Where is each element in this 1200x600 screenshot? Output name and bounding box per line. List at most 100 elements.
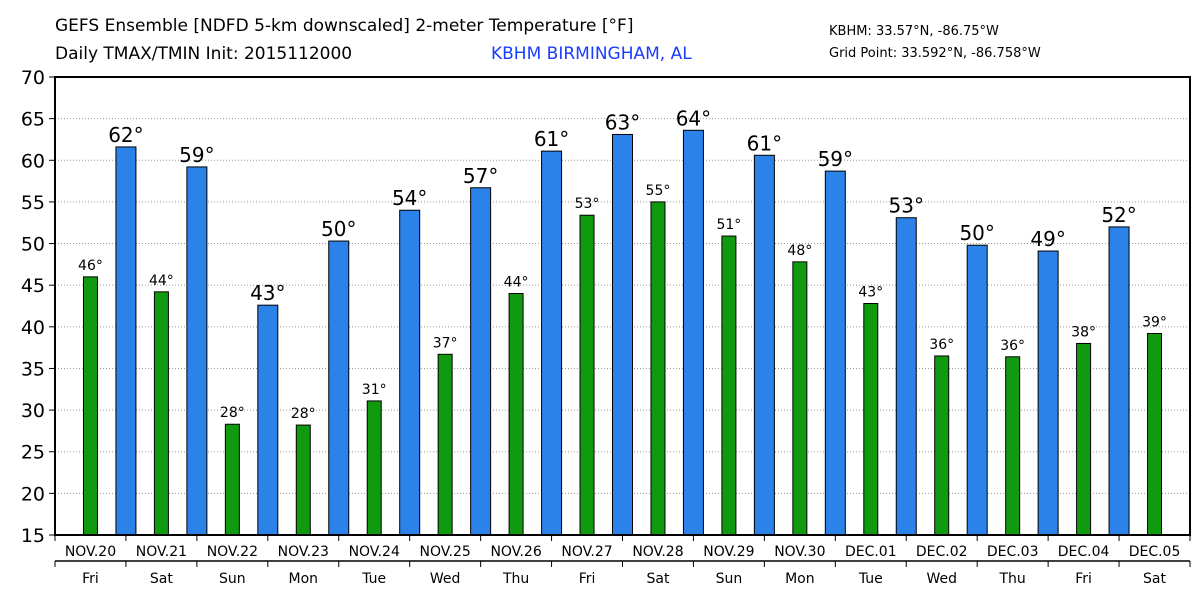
weekday-label: Fri [82, 571, 99, 587]
tmin-label: 31° [362, 382, 387, 398]
date-label: DEC.02 [916, 544, 968, 560]
tmax-bar [115, 146, 137, 536]
chart-subtitle: Daily TMAX/TMIN Init: 2015112000 [55, 44, 353, 64]
date-label: NOV.29 [703, 544, 754, 560]
tmin-bar [721, 235, 737, 536]
tmax-label: 49° [1030, 227, 1065, 251]
tmin-label: 39° [1142, 314, 1167, 330]
tmin-bar [1005, 356, 1021, 536]
tmin-label: 28° [220, 405, 245, 421]
tmin-label: 38° [1071, 324, 1096, 340]
tmax-label: 50° [321, 217, 356, 241]
tmax-label: 61° [534, 127, 569, 151]
y-tick-label: 45 [21, 275, 45, 297]
tmin-label: 48° [787, 243, 812, 259]
tmin-label: 37° [433, 335, 458, 351]
weekday-label: Tue [361, 571, 386, 587]
tmin-label: 28° [291, 406, 316, 422]
tmin-bar [295, 424, 311, 536]
tmax-bar [753, 154, 775, 536]
tmin-bar [1147, 332, 1163, 536]
weekday-label: Sat [646, 571, 669, 587]
tmin-bar [1076, 342, 1092, 536]
tmin-bar [934, 355, 950, 536]
weekday-label: Sun [716, 571, 743, 587]
chart-title: GEFS Ensemble [NDFD 5-km downscaled] 2-m… [55, 16, 634, 36]
weekday-label: Sat [150, 571, 173, 587]
tmax-label: 63° [605, 110, 640, 134]
tmin-bar [508, 293, 524, 536]
tmax-label: 59° [179, 143, 214, 167]
weekday-label: Sun [219, 571, 246, 587]
date-label: DEC.05 [1129, 544, 1181, 560]
weekday-label: Fri [579, 571, 596, 587]
tmax-bar [399, 209, 421, 536]
y-tick-label: 20 [21, 483, 45, 505]
tmax-label: 62° [108, 123, 143, 147]
tmax-bar [682, 129, 704, 536]
weekday-label: Tue [858, 571, 883, 587]
tmin-bar [792, 261, 808, 536]
tmin-label: 44° [149, 273, 174, 289]
tmax-label: 64° [676, 106, 711, 130]
weekday-label: Thu [502, 571, 529, 587]
tmin-label: 36° [1000, 338, 1025, 354]
station-name: KBHM BIRMINGHAM, AL [491, 44, 692, 64]
tmax-bar [824, 170, 846, 536]
tmin-bar [863, 303, 879, 536]
tmin-label: 44° [504, 275, 529, 291]
y-tick-label: 40 [21, 317, 45, 339]
date-label: NOV.28 [632, 544, 683, 560]
date-label: NOV.30 [774, 544, 825, 560]
tmin-label: 43° [858, 285, 883, 301]
date-label: NOV.22 [207, 544, 258, 560]
tmin-bar [366, 400, 382, 536]
y-tick-label: 60 [21, 150, 45, 172]
tmax-bar [612, 133, 633, 536]
tmax-bar [966, 244, 988, 536]
tmax-bar [1037, 250, 1059, 536]
date-label: NOV.23 [278, 544, 329, 560]
y-tick-label: 35 [21, 358, 45, 380]
tmax-bar [541, 150, 563, 536]
tmin-bar [82, 276, 98, 536]
date-label: DEC.01 [845, 544, 897, 560]
tmax-label: 61° [747, 131, 782, 155]
tmin-bar [153, 291, 169, 536]
y-tick-label: 25 [21, 442, 45, 464]
weekday-label: Wed [430, 571, 461, 587]
date-label: DEC.04 [1058, 544, 1110, 560]
weekday-label: Wed [926, 571, 957, 587]
date-label: NOV.20 [65, 544, 116, 560]
weekday-label: Thu [999, 571, 1026, 587]
date-label: NOV.25 [420, 544, 471, 560]
date-label: NOV.21 [136, 544, 187, 560]
tmax-label: 54° [392, 186, 427, 210]
weekday-label: Fri [1075, 571, 1092, 587]
y-tick-label: 50 [21, 234, 45, 256]
date-label: NOV.24 [349, 544, 400, 560]
tmin-bar [437, 353, 453, 536]
tmin-label: 46° [78, 258, 103, 274]
tmin-label: 55° [646, 183, 671, 199]
date-label: NOV.26 [490, 544, 541, 560]
weekday-label: Mon [289, 571, 319, 587]
y-tick-label: 30 [21, 400, 45, 422]
tmax-label: 53° [889, 194, 924, 218]
date-label: DEC.03 [987, 544, 1039, 560]
tmax-bar [328, 240, 350, 536]
date-label: NOV.27 [561, 544, 612, 560]
y-tick-label: 70 [21, 67, 45, 89]
tmax-label: 57° [463, 164, 498, 188]
tmax-bar [1108, 226, 1130, 536]
y-tick-label: 55 [21, 192, 45, 214]
tmax-bar [186, 166, 208, 536]
tmax-label: 52° [1101, 203, 1136, 227]
tmin-bar [224, 423, 240, 536]
tmax-label: 50° [959, 221, 994, 245]
tmax-bar [470, 187, 492, 536]
tmax-label: 59° [818, 147, 853, 171]
tmax-bar [895, 217, 917, 536]
tmin-bar [579, 214, 595, 536]
